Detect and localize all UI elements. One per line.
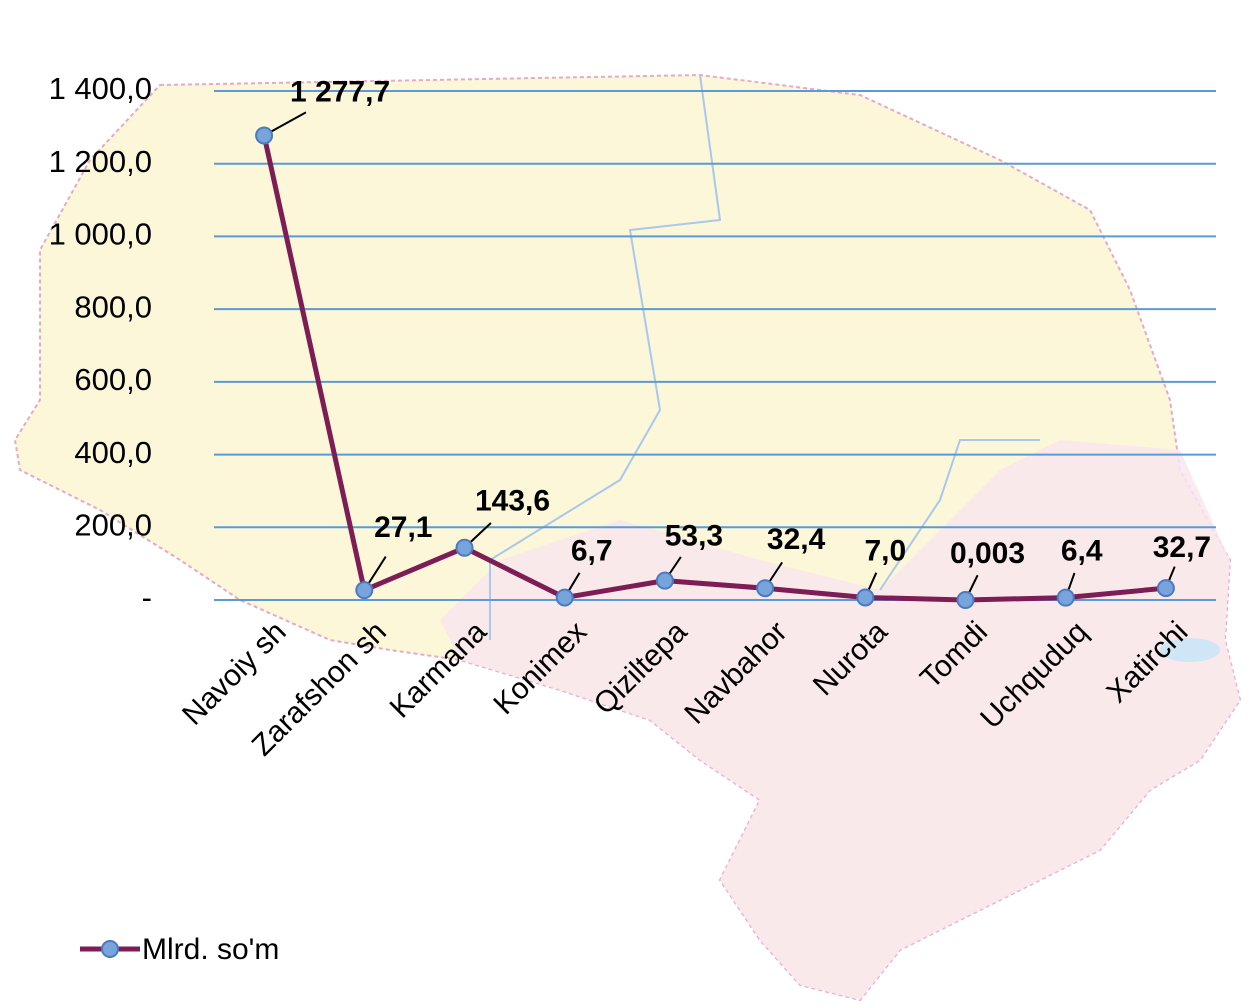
y-tick-label: - [142, 580, 152, 615]
data-label: 27,1 [374, 511, 432, 544]
map-background [13, 73, 1242, 1002]
data-point [655, 571, 674, 590]
y-tick-label: 600,0 [74, 362, 152, 397]
data-label: 0,003 [950, 537, 1025, 570]
data-label: 6,4 [1061, 535, 1103, 568]
data-point [756, 579, 775, 598]
y-tick-label: 200,0 [74, 507, 152, 542]
legend: Mlrd. so'm [80, 933, 279, 966]
data-label: 32,7 [1153, 531, 1211, 564]
data-label: 32,4 [767, 523, 826, 556]
data-point [956, 590, 975, 609]
data-point [255, 126, 274, 145]
y-tick-label: 800,0 [74, 289, 152, 324]
data-label: 7,0 [864, 534, 906, 567]
legend-label: Mlrd. so'm [142, 933, 279, 966]
legend-marker [101, 940, 119, 958]
data-label: 143,6 [475, 485, 550, 518]
y-tick-label: 1 400,0 [49, 71, 152, 106]
data-point [455, 538, 474, 557]
data-point [555, 588, 574, 607]
data-label: 6,7 [571, 534, 613, 567]
data-point [856, 588, 875, 607]
data-point [355, 581, 374, 600]
data-point [1056, 588, 1075, 607]
y-tick-label: 1 000,0 [49, 217, 152, 252]
y-tick-label: 400,0 [74, 435, 152, 470]
series-line [261, 134, 1167, 603]
y-tick-label: 1 200,0 [49, 144, 152, 179]
data-label: 53,3 [665, 520, 723, 553]
data-label: 1 277,7 [290, 75, 390, 108]
data-point [1156, 579, 1175, 598]
